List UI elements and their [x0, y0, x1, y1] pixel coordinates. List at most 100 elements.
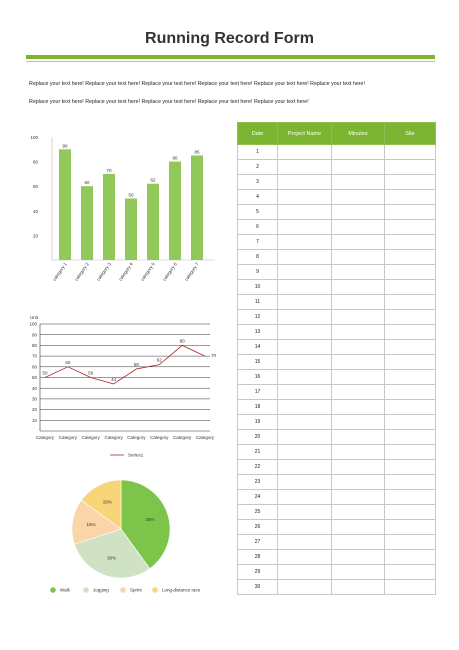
- cell-minutes[interactable]: [331, 489, 385, 505]
- cell-date[interactable]: 24: [237, 489, 278, 505]
- cell-site[interactable]: [384, 204, 436, 220]
- cell-project-name[interactable]: [277, 534, 332, 550]
- cell-project-name[interactable]: [277, 504, 332, 520]
- cell-date[interactable]: 11: [237, 294, 278, 310]
- cell-date[interactable]: 28: [237, 549, 278, 565]
- cell-date[interactable]: 6: [237, 219, 278, 235]
- cell-minutes[interactable]: [331, 414, 385, 430]
- cell-date[interactable]: 8: [237, 249, 278, 265]
- cell-site[interactable]: [384, 249, 436, 265]
- cell-project-name[interactable]: [277, 384, 332, 400]
- cell-minutes[interactable]: [331, 534, 385, 550]
- cell-date[interactable]: 15: [237, 354, 278, 370]
- cell-minutes[interactable]: [331, 339, 385, 355]
- cell-site[interactable]: [384, 564, 436, 580]
- cell-site[interactable]: [384, 234, 436, 250]
- cell-site[interactable]: [384, 414, 436, 430]
- cell-project-name[interactable]: [277, 204, 332, 220]
- cell-project-name[interactable]: [277, 354, 332, 370]
- cell-minutes[interactable]: [331, 159, 385, 175]
- cell-minutes[interactable]: [331, 579, 385, 595]
- cell-project-name[interactable]: [277, 309, 332, 325]
- cell-date[interactable]: 26: [237, 519, 278, 535]
- cell-date[interactable]: 16: [237, 369, 278, 385]
- cell-minutes[interactable]: [331, 429, 385, 445]
- cell-date[interactable]: 21: [237, 444, 278, 460]
- cell-site[interactable]: [384, 474, 436, 490]
- cell-minutes[interactable]: [331, 174, 385, 190]
- cell-project-name[interactable]: [277, 474, 332, 490]
- cell-minutes[interactable]: [331, 219, 385, 235]
- cell-site[interactable]: [384, 534, 436, 550]
- cell-site[interactable]: [384, 324, 436, 340]
- cell-minutes[interactable]: [331, 144, 385, 160]
- cell-minutes[interactable]: [331, 204, 385, 220]
- cell-date[interactable]: 18: [237, 399, 278, 415]
- cell-minutes[interactable]: [331, 459, 385, 475]
- cell-date[interactable]: 1: [237, 144, 278, 160]
- cell-minutes[interactable]: [331, 354, 385, 370]
- cell-date[interactable]: 7: [237, 234, 278, 250]
- cell-site[interactable]: [384, 459, 436, 475]
- cell-project-name[interactable]: [277, 489, 332, 505]
- cell-minutes[interactable]: [331, 264, 385, 280]
- cell-date[interactable]: 13: [237, 324, 278, 340]
- cell-site[interactable]: [384, 489, 436, 505]
- cell-project-name[interactable]: [277, 249, 332, 265]
- cell-project-name[interactable]: [277, 414, 332, 430]
- cell-project-name[interactable]: [277, 369, 332, 385]
- cell-minutes[interactable]: [331, 519, 385, 535]
- cell-site[interactable]: [384, 519, 436, 535]
- cell-minutes[interactable]: [331, 564, 385, 580]
- cell-site[interactable]: [384, 549, 436, 565]
- cell-minutes[interactable]: [331, 234, 385, 250]
- cell-site[interactable]: [384, 384, 436, 400]
- cell-minutes[interactable]: [331, 444, 385, 460]
- cell-site[interactable]: [384, 354, 436, 370]
- cell-minutes[interactable]: [331, 549, 385, 565]
- cell-project-name[interactable]: [277, 444, 332, 460]
- cell-project-name[interactable]: [277, 219, 332, 235]
- cell-project-name[interactable]: [277, 264, 332, 280]
- cell-date[interactable]: 30: [237, 579, 278, 595]
- cell-minutes[interactable]: [331, 324, 385, 340]
- cell-site[interactable]: [384, 309, 436, 325]
- cell-date[interactable]: 12: [237, 309, 278, 325]
- cell-date[interactable]: 14: [237, 339, 278, 355]
- cell-site[interactable]: [384, 279, 436, 295]
- cell-project-name[interactable]: [277, 174, 332, 190]
- cell-date[interactable]: 23: [237, 474, 278, 490]
- cell-minutes[interactable]: [331, 384, 385, 400]
- cell-project-name[interactable]: [277, 399, 332, 415]
- cell-project-name[interactable]: [277, 339, 332, 355]
- cell-date[interactable]: 22: [237, 459, 278, 475]
- cell-site[interactable]: [384, 339, 436, 355]
- cell-site[interactable]: [384, 444, 436, 460]
- cell-project-name[interactable]: [277, 429, 332, 445]
- cell-project-name[interactable]: [277, 564, 332, 580]
- cell-site[interactable]: [384, 369, 436, 385]
- cell-project-name[interactable]: [277, 519, 332, 535]
- cell-site[interactable]: [384, 219, 436, 235]
- cell-date[interactable]: 19: [237, 414, 278, 430]
- cell-minutes[interactable]: [331, 474, 385, 490]
- cell-project-name[interactable]: [277, 459, 332, 475]
- cell-minutes[interactable]: [331, 279, 385, 295]
- cell-project-name[interactable]: [277, 144, 332, 160]
- cell-date[interactable]: 5: [237, 204, 278, 220]
- cell-date[interactable]: 20: [237, 429, 278, 445]
- cell-project-name[interactable]: [277, 279, 332, 295]
- cell-project-name[interactable]: [277, 324, 332, 340]
- cell-project-name[interactable]: [277, 159, 332, 175]
- cell-minutes[interactable]: [331, 189, 385, 205]
- cell-site[interactable]: [384, 144, 436, 160]
- cell-date[interactable]: 2: [237, 159, 278, 175]
- cell-site[interactable]: [384, 189, 436, 205]
- cell-minutes[interactable]: [331, 294, 385, 310]
- cell-date[interactable]: 27: [237, 534, 278, 550]
- cell-date[interactable]: 9: [237, 264, 278, 280]
- cell-date[interactable]: 29: [237, 564, 278, 580]
- cell-date[interactable]: 4: [237, 189, 278, 205]
- cell-project-name[interactable]: [277, 234, 332, 250]
- cell-site[interactable]: [384, 264, 436, 280]
